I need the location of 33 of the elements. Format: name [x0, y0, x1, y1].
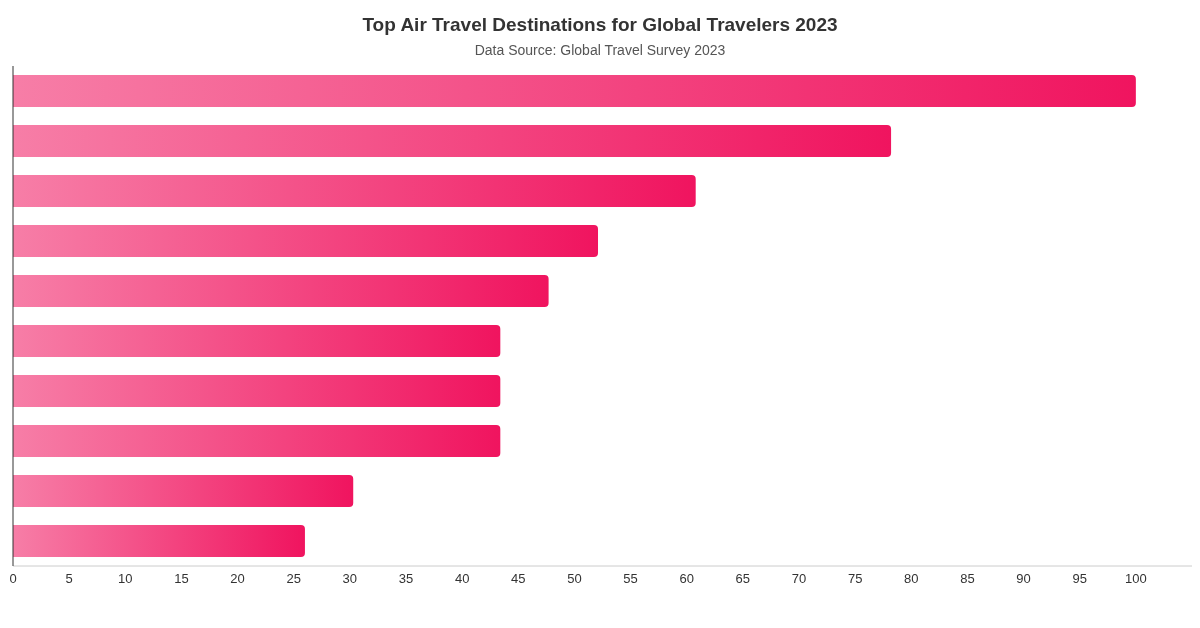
bar [13, 125, 892, 157]
x-tick-label: 85 [960, 571, 975, 587]
x-tick-label: 45 [511, 571, 526, 587]
bar [13, 225, 599, 257]
x-tick-label: 75 [847, 571, 863, 587]
x-tick-label: 95 [1072, 571, 1087, 587]
x-tick-label: 35 [398, 571, 414, 587]
x-tick-label: 55 [623, 571, 638, 587]
bar [13, 275, 549, 307]
x-tick-label: 80 [904, 571, 919, 587]
bar [13, 525, 305, 557]
bar [13, 75, 1136, 107]
x-tick-label: 50 [567, 571, 582, 587]
x-tick-label: 0 [9, 571, 17, 587]
x-tick-label: 60 [679, 571, 694, 587]
x-tick-label: 15 [174, 571, 189, 587]
bar [13, 175, 696, 207]
bar [13, 325, 501, 357]
bar [13, 475, 354, 507]
x-tick-label: 10 [118, 571, 133, 587]
x-tick-label: 70 [791, 571, 807, 587]
x-tick-label: 5 [65, 571, 73, 587]
x-tick-label: 20 [230, 571, 245, 587]
x-tick-label: 25 [286, 571, 301, 587]
bar [13, 425, 501, 457]
x-tick-label: 100 [1125, 571, 1147, 587]
x-tick-label: 65 [735, 571, 751, 587]
x-tick-label: 90 [1016, 571, 1031, 587]
x-tick-label: 30 [342, 571, 358, 587]
chart-subtitle: Data Source: Global Travel Survey 2023 [473, 42, 727, 58]
x-tick-label: 40 [454, 571, 470, 587]
chart-title: Top Air Travel Destinations for Global Travelers 2023 [361, 13, 839, 36]
bar [13, 375, 501, 407]
